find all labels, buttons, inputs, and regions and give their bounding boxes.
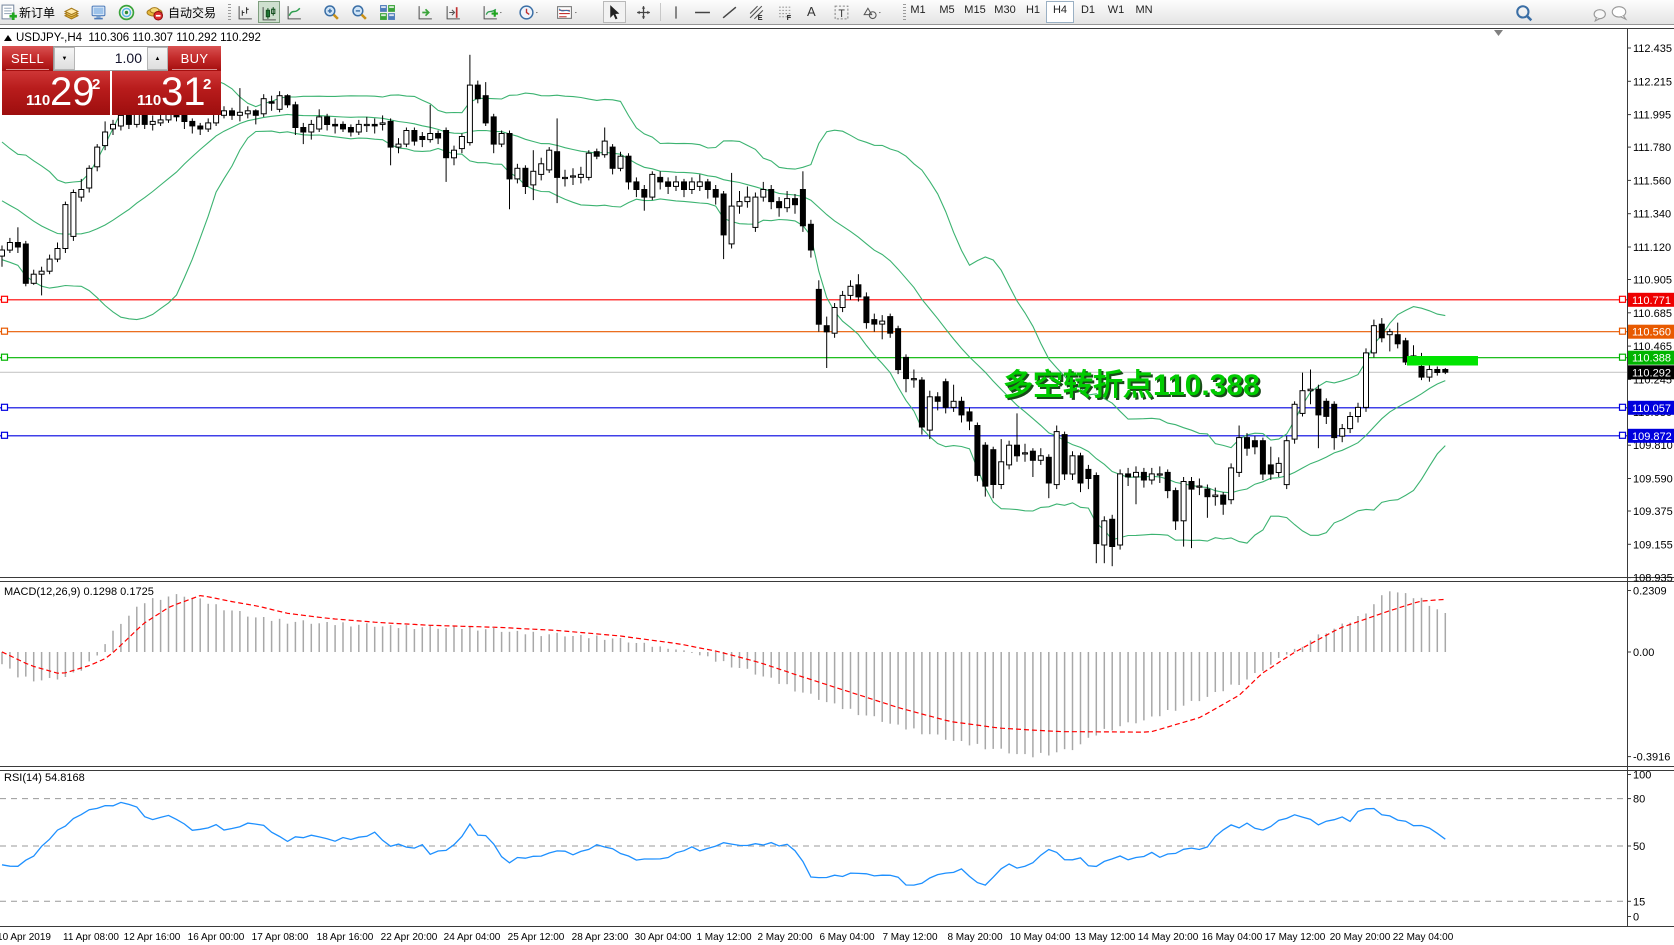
svg-text:80: 80 — [1633, 794, 1645, 806]
svg-text:12 Apr 16:00: 12 Apr 16:00 — [124, 932, 181, 943]
svg-text:16 May 04:00: 16 May 04:00 — [1202, 932, 1263, 943]
svg-text:28 Apr 23:00: 28 Apr 23:00 — [572, 932, 629, 943]
svg-text:MACD(12,26,9) 0.1298 0.1725: MACD(12,26,9) 0.1298 0.1725 — [4, 586, 154, 598]
svg-text:17 May 12:00: 17 May 12:00 — [1265, 932, 1326, 943]
svg-text:22 May 04:00: 22 May 04:00 — [1393, 932, 1454, 943]
svg-text:110.057: 110.057 — [1632, 403, 1671, 415]
svg-text:50: 50 — [1633, 841, 1645, 853]
svg-text:25 Apr 12:00: 25 Apr 12:00 — [508, 932, 565, 943]
svg-text:0.00: 0.00 — [1633, 647, 1654, 659]
svg-text:109.155: 109.155 — [1633, 539, 1673, 551]
svg-text:6 May 04:00: 6 May 04:00 — [819, 932, 874, 943]
svg-text:多空转折点110.388: 多空转折点110.388 — [1005, 371, 1262, 404]
svg-text:E: E — [758, 13, 763, 21]
svg-text:18 Apr 16:00: 18 Apr 16:00 — [317, 932, 374, 943]
svg-text:17 Apr 08:00: 17 Apr 08:00 — [252, 932, 309, 943]
svg-text:109.810: 109.810 — [1633, 440, 1673, 452]
svg-text:111.995: 111.995 — [1633, 110, 1671, 122]
svg-text:112.435: 112.435 — [1633, 43, 1672, 55]
svg-text:RSI(14) 54.8168: RSI(14) 54.8168 — [4, 772, 85, 784]
svg-text:2 May 20:00: 2 May 20:00 — [757, 932, 812, 943]
svg-text:T: T — [838, 8, 845, 20]
svg-text:110.292: 110.292 — [1632, 367, 1671, 379]
svg-text:30 Apr 04:00: 30 Apr 04:00 — [635, 932, 692, 943]
svg-text:112.215: 112.215 — [1633, 76, 1672, 88]
svg-text:16 Apr 00:00: 16 Apr 00:00 — [188, 932, 245, 943]
svg-text:110.685: 110.685 — [1633, 308, 1672, 320]
svg-text:多空转折点110.388: 多空转折点110.388 — [1003, 369, 1260, 402]
svg-text:110.560: 110.560 — [1632, 327, 1671, 339]
svg-text:14 May 20:00: 14 May 20:00 — [1138, 932, 1199, 943]
svg-text:24 Apr 04:00: 24 Apr 04:00 — [444, 932, 501, 943]
svg-text:22 Apr 20:00: 22 Apr 20:00 — [381, 932, 438, 943]
svg-text:111.340: 111.340 — [1633, 209, 1671, 221]
svg-text:8 May 20:00: 8 May 20:00 — [947, 932, 1002, 943]
svg-text:108.935: 108.935 — [1633, 573, 1673, 585]
svg-text:1 May 12:00: 1 May 12:00 — [696, 932, 751, 943]
svg-text:0.2309: 0.2309 — [1633, 586, 1667, 598]
svg-text:10 Apr 2019: 10 Apr 2019 — [0, 932, 51, 943]
svg-text:111.780: 111.780 — [1633, 142, 1671, 154]
svg-text:-0.3916: -0.3916 — [1633, 752, 1670, 764]
svg-text:20 May 20:00: 20 May 20:00 — [1330, 932, 1391, 943]
svg-text:109.590: 109.590 — [1633, 474, 1673, 486]
svg-text:7 May 12:00: 7 May 12:00 — [882, 932, 937, 943]
svg-text:0: 0 — [1633, 912, 1639, 924]
svg-text:100: 100 — [1633, 770, 1651, 782]
svg-text:110.905: 110.905 — [1633, 275, 1672, 287]
svg-text:111.120: 111.120 — [1633, 242, 1671, 254]
svg-text:109.872: 109.872 — [1632, 431, 1672, 443]
svg-text:109.375: 109.375 — [1633, 506, 1673, 518]
svg-text:13 May 12:00: 13 May 12:00 — [1075, 932, 1136, 943]
svg-text:111.560: 111.560 — [1633, 175, 1671, 187]
svg-text:110.771: 110.771 — [1632, 295, 1671, 307]
svg-text:110.388: 110.388 — [1632, 353, 1671, 365]
svg-text:110.465: 110.465 — [1633, 341, 1672, 353]
svg-text:F: F — [787, 13, 792, 21]
svg-text:15: 15 — [1633, 896, 1645, 908]
svg-text:11 Apr 08:00: 11 Apr 08:00 — [63, 932, 119, 943]
svg-text:10 May 04:00: 10 May 04:00 — [1010, 932, 1071, 943]
